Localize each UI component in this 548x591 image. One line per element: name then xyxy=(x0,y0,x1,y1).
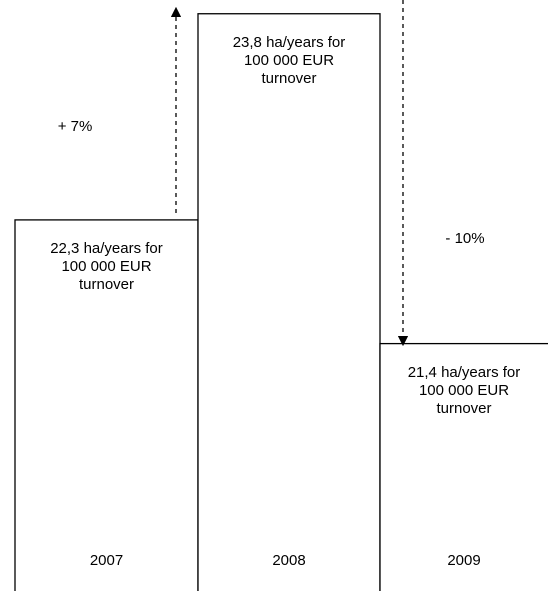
bar xyxy=(197,13,381,591)
annotation: + 7% xyxy=(57,118,93,135)
x-tick-label: 2009 xyxy=(447,552,481,569)
annotation: - 10% xyxy=(445,230,485,247)
bar xyxy=(14,219,199,591)
bar xyxy=(379,342,548,591)
value-label: 23,8 ha/years for 100 000 EUR turnover xyxy=(232,33,346,87)
value-label: 22,3 ha/years for 100 000 EUR turnover xyxy=(50,239,163,293)
x-tick-label: 2008 xyxy=(272,552,306,569)
x-tick-label: 2007 xyxy=(89,552,124,569)
value-label: 21,4 ha/years for 100 000 EUR turnover xyxy=(407,363,521,417)
